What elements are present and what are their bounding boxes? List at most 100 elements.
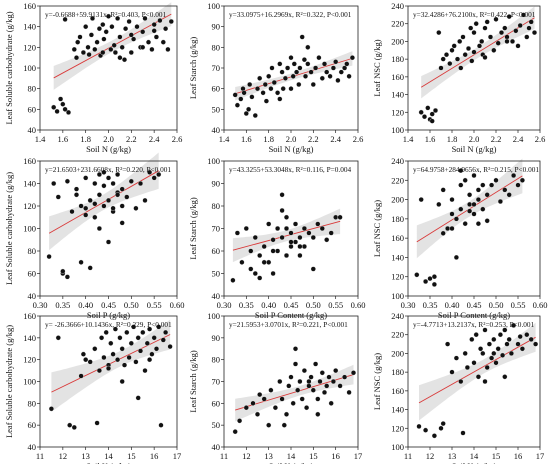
data-point: [506, 14, 512, 20]
data-point: [482, 25, 488, 31]
data-point: [135, 335, 141, 341]
data-point: [78, 203, 84, 209]
x-tick-label: 2.6: [172, 134, 183, 144]
data-point: [108, 46, 114, 52]
data-point: [462, 350, 468, 356]
data-point: [324, 69, 330, 75]
data-point: [85, 44, 91, 50]
data-point: [261, 259, 267, 265]
data-point: [153, 34, 159, 40]
data-point: [142, 368, 148, 374]
data-point: [338, 69, 344, 75]
data-point: [137, 180, 144, 187]
data-point: [119, 346, 125, 352]
data-point: [482, 378, 488, 385]
data-point: [288, 86, 294, 92]
data-point: [151, 335, 157, 341]
data-point: [429, 111, 435, 117]
data-point: [458, 168, 464, 174]
data-point: [306, 378, 312, 385]
data-point: [310, 81, 316, 88]
data-point: [168, 18, 174, 25]
data-point: [515, 43, 521, 49]
data-point: [467, 192, 473, 198]
data-point: [528, 19, 534, 25]
y-tick-label: 100: [23, 224, 36, 234]
data-point: [135, 395, 141, 401]
data-point: [308, 69, 314, 75]
x-tick-label: 15: [309, 451, 318, 461]
data-point: [445, 225, 451, 232]
data-point: [519, 346, 525, 352]
data-point: [285, 65, 291, 71]
data-point: [350, 370, 357, 376]
data-point: [495, 40, 501, 46]
data-point: [418, 109, 424, 115]
data-point: [96, 192, 102, 198]
y-tick-label: 60: [28, 420, 37, 430]
y-tick-label: 120: [23, 201, 36, 211]
x-axis-label: Soil N (g/kg): [86, 144, 131, 154]
data-point: [142, 197, 148, 203]
data-point: [421, 114, 428, 120]
data-point: [465, 45, 472, 52]
data-point: [321, 389, 328, 395]
data-point: [140, 29, 146, 35]
data-point: [67, 422, 73, 428]
data-point: [453, 216, 459, 222]
y-tick-label: 120: [391, 423, 404, 433]
data-point: [77, 34, 83, 40]
confidence-band: [49, 152, 159, 251]
x-tick-label: 16: [331, 451, 340, 461]
data-point: [440, 230, 446, 236]
data-point: [515, 182, 521, 188]
y-axis-label: Leaf NSC (g/kg): [372, 200, 382, 257]
data-point: [78, 259, 84, 265]
data-point: [239, 259, 245, 265]
data-point: [511, 172, 517, 179]
y-tick-label: 70: [212, 377, 221, 387]
y-tick-label: 70: [212, 63, 221, 73]
x-tick-label: 0.55: [147, 300, 162, 310]
data-point: [268, 387, 274, 393]
data-point: [149, 46, 155, 52]
data-point: [429, 118, 435, 124]
data-point: [288, 239, 294, 245]
data-point: [438, 65, 444, 71]
x-tick-label: 0.30: [33, 300, 48, 310]
y-axis-label: Leaf Starch (g/kg): [188, 197, 198, 259]
data-point: [163, 26, 169, 32]
data-point: [156, 324, 162, 330]
x-tick-label: 0.55: [328, 300, 343, 310]
y-tick-label: 40: [212, 125, 221, 135]
data-point: [531, 30, 538, 36]
x-tick-label: 14: [287, 451, 296, 461]
data-point: [283, 411, 290, 417]
data-point: [454, 56, 461, 62]
data-point: [328, 230, 334, 236]
data-point: [484, 218, 490, 224]
data-point: [462, 221, 468, 227]
data-point: [147, 357, 153, 363]
data-point: [250, 400, 256, 406]
data-point: [234, 230, 240, 236]
data-point: [305, 44, 311, 50]
data-point: [464, 364, 470, 371]
x-tick-label: 2.2: [308, 134, 319, 144]
x-tick-label: 0.60: [170, 300, 185, 310]
x-tick-label: 12: [242, 451, 251, 461]
y-tick-label: 160: [23, 1, 36, 11]
data-point: [489, 182, 495, 188]
data-point: [462, 177, 468, 183]
regression-line: [51, 334, 171, 393]
panel-4: 0.30 0.35 0.40 0.45 0.50 0.55 0.60 40 60 80 100 120…: [4, 152, 185, 320]
y-tick-label: 120: [391, 107, 404, 117]
x-tick-label: 0.50: [306, 300, 321, 310]
y-tick-label: 100: [23, 377, 36, 387]
data-point: [333, 59, 339, 65]
data-point: [436, 30, 442, 36]
data-point: [133, 359, 139, 365]
x-axis-label: Soil K (g/kg): [452, 461, 497, 464]
data-point: [71, 46, 77, 52]
y-tick-label: 180: [391, 54, 404, 64]
